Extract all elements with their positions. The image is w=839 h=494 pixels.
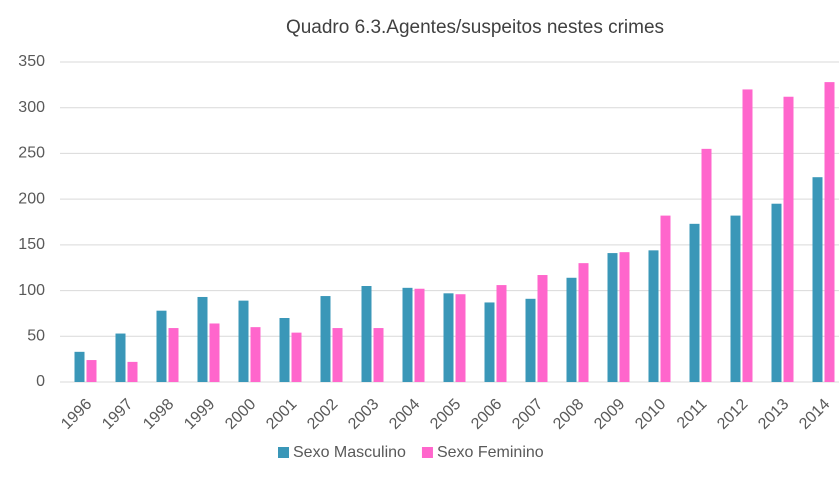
bar [197, 296, 208, 382]
x-tick-label: 1996 [58, 396, 95, 433]
bar [74, 351, 85, 382]
legend-label: Sexo Masculino [293, 444, 406, 461]
bar [648, 250, 659, 382]
bar [279, 318, 290, 382]
bar [783, 96, 794, 382]
legend-swatch [421, 447, 433, 458]
bar [689, 223, 700, 382]
bar [402, 287, 413, 382]
bar [771, 203, 782, 382]
bar [332, 328, 343, 382]
y-tick-label: 150 [18, 236, 45, 253]
x-tick-label: 2002 [304, 396, 341, 433]
legend-label: Sexo Feminino [437, 444, 544, 461]
bar [730, 215, 741, 382]
x-tick-label: 1998 [140, 396, 177, 433]
bar [619, 252, 630, 382]
x-tick-label: 2010 [632, 396, 669, 433]
legend-swatch [278, 447, 289, 458]
x-tick-label: 2003 [345, 396, 382, 433]
bar [660, 215, 671, 382]
x-tick-label: 2005 [427, 396, 464, 433]
bar [566, 277, 577, 382]
x-tick-label: 2007 [509, 396, 546, 433]
bar [320, 296, 331, 382]
x-tick-label: 2001 [263, 396, 300, 433]
bar [701, 148, 712, 382]
bar [484, 302, 495, 382]
bar [361, 286, 372, 382]
x-tick-label: 2014 [796, 396, 833, 433]
bar [250, 327, 261, 382]
bar [156, 310, 167, 382]
x-tick-label: 1999 [181, 396, 218, 433]
y-tick-label: 250 [18, 145, 45, 162]
y-tick-label: 300 [18, 99, 45, 116]
x-tick-label: 2011 [674, 396, 710, 432]
chart-title: Quadro 6.3.Agentes/suspeitos nestes crim… [286, 17, 664, 38]
x-tick-label: 2000 [222, 396, 259, 433]
y-tick-label: 350 [18, 53, 45, 70]
bar [86, 360, 97, 382]
bar [742, 89, 753, 382]
bar [115, 333, 126, 382]
bar [496, 285, 507, 382]
bar [373, 328, 384, 382]
bar [607, 253, 618, 382]
x-tick-label: 2008 [550, 396, 587, 433]
x-tick-label: 2013 [755, 396, 792, 433]
y-tick-label: 100 [18, 282, 45, 299]
bar [525, 298, 536, 382]
bar [209, 323, 220, 382]
x-tick-label: 2012 [714, 396, 751, 433]
x-tick-label: 2006 [468, 396, 505, 433]
bar [238, 300, 249, 382]
bar [455, 294, 466, 382]
x-tick-label: 2004 [386, 396, 423, 433]
bar [414, 288, 425, 382]
bar [291, 332, 302, 382]
y-tick-label: 200 [18, 190, 45, 207]
bar [578, 263, 589, 382]
bar [168, 328, 179, 382]
bar [127, 361, 138, 382]
bar [812, 177, 823, 382]
x-tick-label: 1997 [99, 396, 136, 433]
bar [824, 82, 835, 382]
x-tick-label: 2009 [591, 396, 628, 433]
bar [537, 275, 548, 382]
y-tick-label: 50 [27, 328, 45, 345]
y-tick-label: 0 [36, 373, 45, 390]
bar [443, 293, 454, 382]
